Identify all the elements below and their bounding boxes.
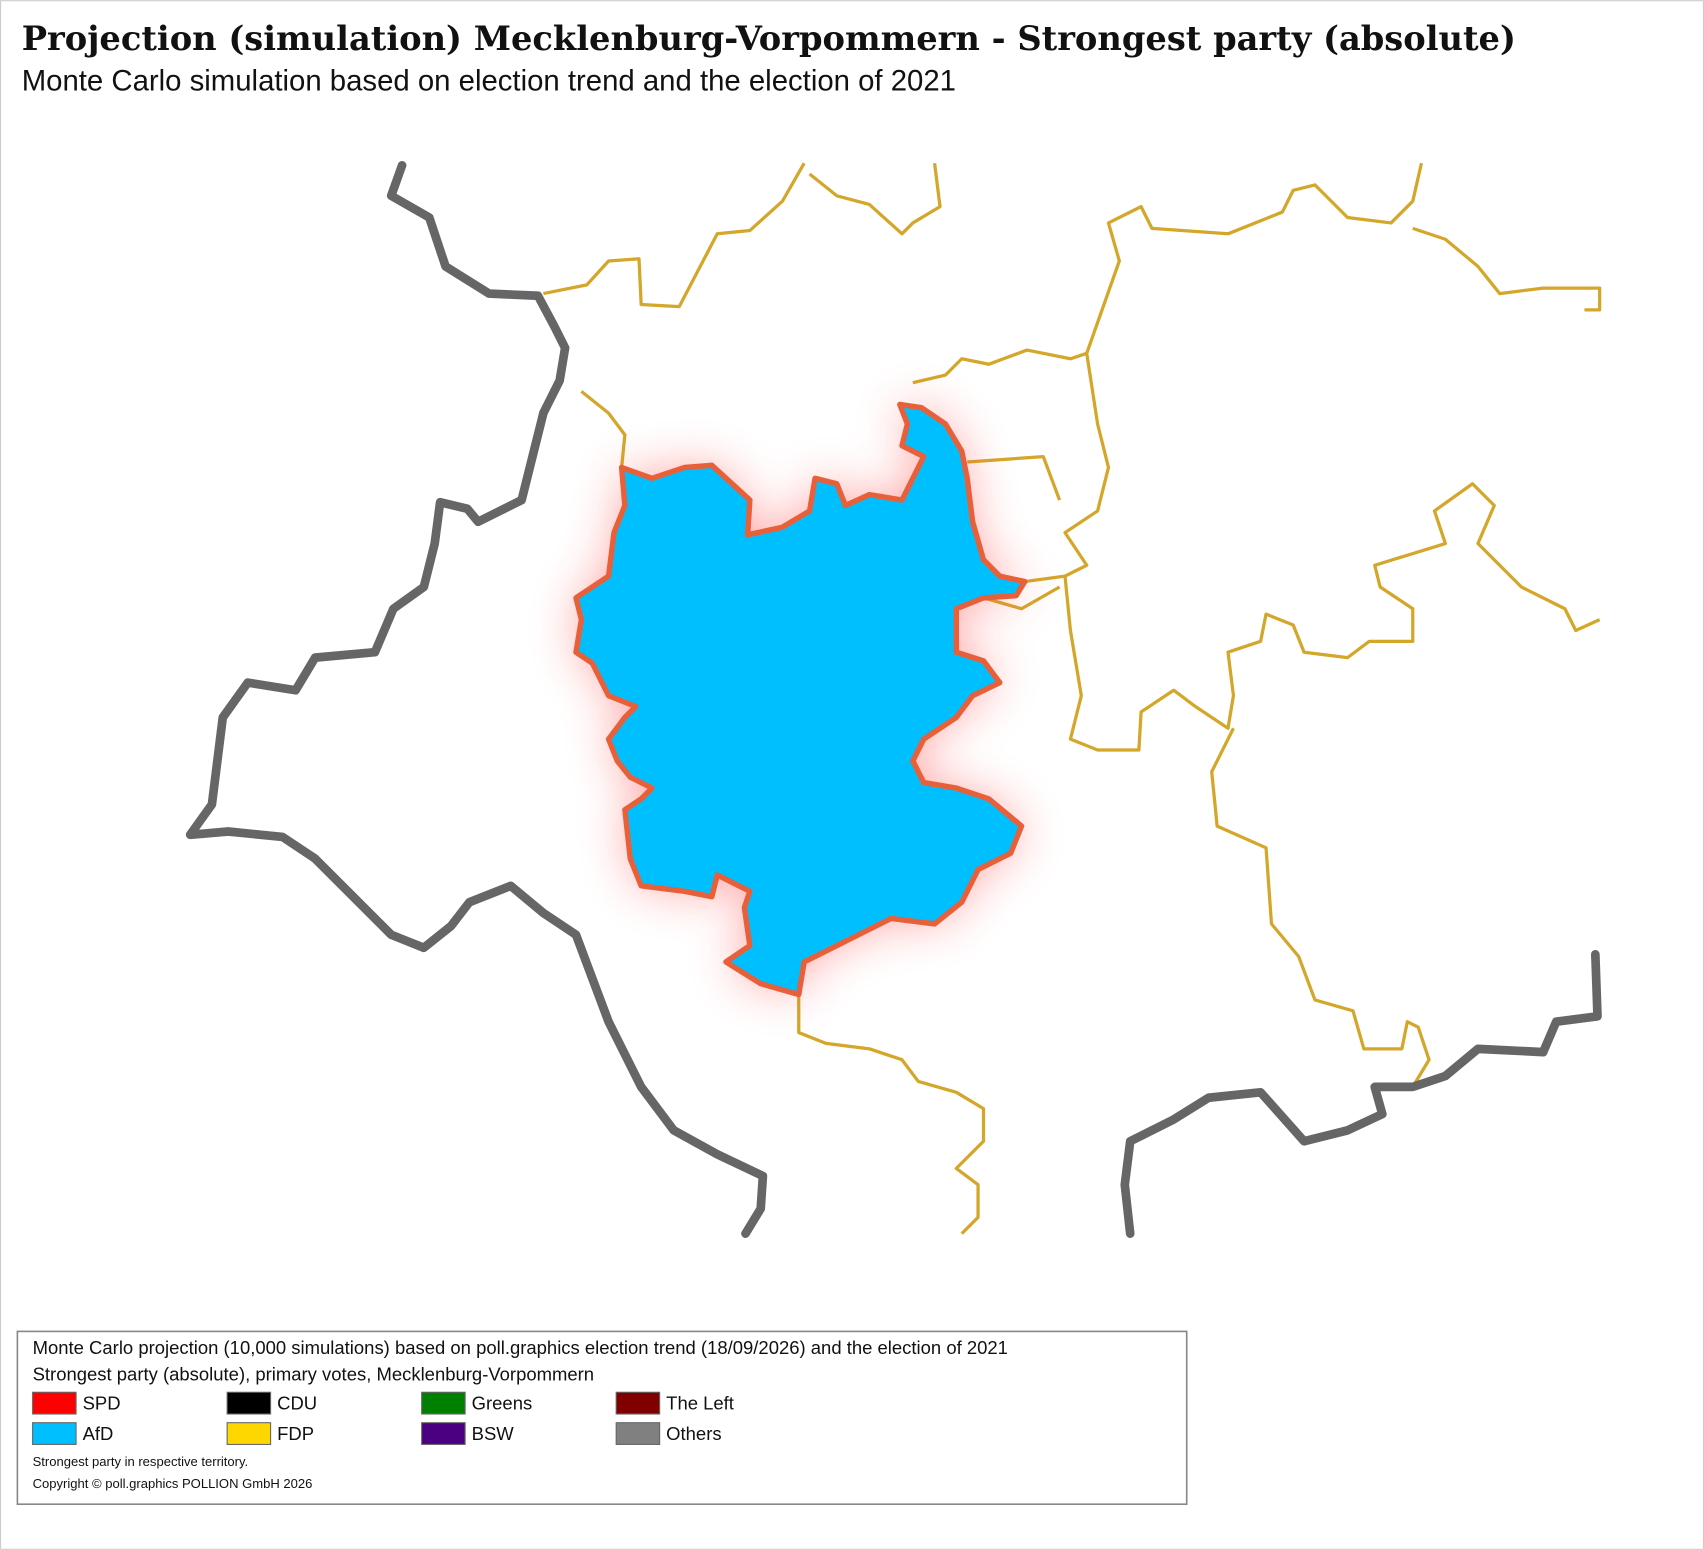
legend-label: AfD <box>83 1423 114 1444</box>
legend-swatch <box>226 1391 272 1415</box>
subtitle: Monte Carlo simulation based on election… <box>22 64 956 97</box>
title: Projection (simulation) Mecklenburg-Vorp… <box>22 18 1516 58</box>
legend-swatch <box>615 1422 661 1445</box>
legend-line: Monte Carlo projection (10,000 simulatio… <box>33 1337 1008 1358</box>
legend-note: Copyright © poll.graphics POLLION GmbH 2… <box>33 1476 313 1491</box>
legend-label: BSW <box>472 1423 515 1444</box>
legend-box <box>16 1330 1188 1506</box>
legend-label: FDP <box>277 1423 314 1444</box>
legend-label: SPD <box>83 1393 121 1414</box>
legend-swatch <box>421 1422 466 1445</box>
legend-swatch <box>226 1422 272 1445</box>
legend-label: Greens <box>472 1393 533 1414</box>
legend-swatch <box>615 1391 661 1415</box>
state-borders <box>185 160 1602 1238</box>
highlighted-district <box>573 401 1028 998</box>
legend-swatch <box>32 1422 77 1445</box>
legend: Monte Carlo projection (10,000 simulatio… <box>32 1337 1008 1491</box>
legend-label: CDU <box>277 1393 317 1414</box>
legend-label: Others <box>666 1423 721 1444</box>
legend-note: Strongest party in respective territory. <box>33 1454 249 1469</box>
legend-line: Strongest party (absolute), primary vote… <box>33 1363 594 1384</box>
legend-swatch <box>32 1391 77 1415</box>
district-borders <box>543 162 1602 1235</box>
legend-swatch <box>421 1391 466 1415</box>
legend-label: The Left <box>666 1393 734 1414</box>
